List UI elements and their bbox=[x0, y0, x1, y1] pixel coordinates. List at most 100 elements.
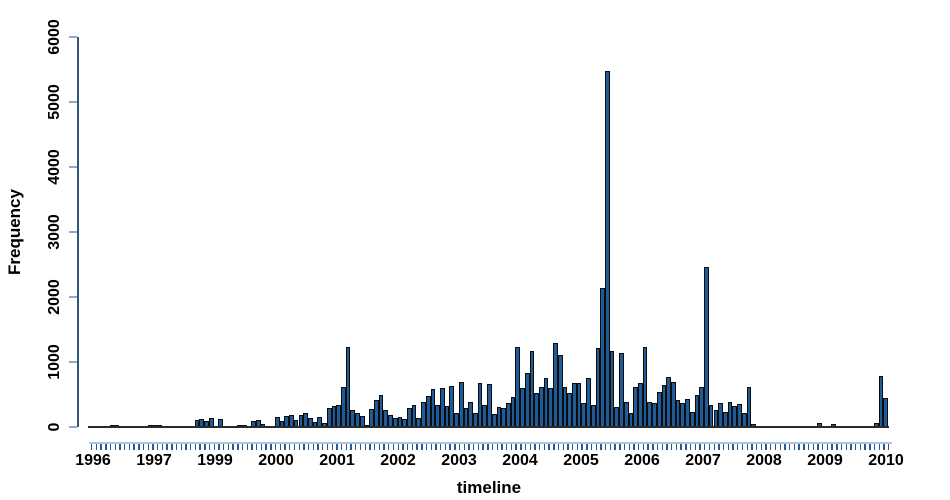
x-minor-tick bbox=[821, 444, 824, 450]
x-minor-tick bbox=[100, 444, 102, 450]
x-tick-label: 2008 bbox=[746, 452, 782, 469]
x-minor-tick bbox=[194, 444, 197, 450]
x-minor-tick bbox=[553, 444, 555, 450]
x-minor-tick bbox=[704, 444, 706, 450]
x-minor-tick bbox=[237, 444, 239, 450]
x-minor-tick bbox=[477, 444, 480, 450]
x-minor-tick bbox=[421, 444, 423, 450]
x-minor-tick bbox=[435, 444, 437, 450]
x-minor-tick bbox=[751, 444, 753, 450]
x-minor-tick bbox=[439, 444, 442, 450]
x-minor-tick bbox=[397, 444, 399, 450]
x-minor-tick bbox=[609, 444, 612, 450]
x-minor-tick bbox=[760, 444, 763, 450]
y-tick bbox=[69, 296, 77, 298]
x-minor-tick bbox=[232, 444, 234, 450]
x-tick-label: 1999 bbox=[197, 452, 233, 469]
x-minor-tick bbox=[218, 444, 220, 450]
plot-baseline bbox=[88, 426, 889, 428]
x-minor-tick bbox=[576, 444, 579, 450]
x-minor-tick bbox=[246, 444, 249, 450]
x-minor-tick bbox=[836, 444, 838, 450]
x-minor-tick bbox=[274, 444, 277, 450]
x-minor-tick bbox=[331, 444, 333, 450]
x-minor-tick bbox=[770, 444, 772, 450]
x-minor-tick bbox=[322, 444, 324, 450]
x-minor-tick bbox=[109, 444, 112, 450]
x-tick-label: 2000 bbox=[258, 452, 294, 469]
x-minor-tick bbox=[454, 444, 456, 450]
y-tick bbox=[69, 231, 77, 233]
x-minor-tick bbox=[661, 444, 664, 450]
x-minor-tick bbox=[256, 444, 258, 450]
x-minor-tick bbox=[647, 444, 649, 450]
x-minor-tick bbox=[850, 444, 852, 450]
x-minor-tick bbox=[826, 444, 829, 450]
x-minor-tick bbox=[373, 444, 376, 450]
x-minor-tick bbox=[845, 444, 847, 450]
y-tick bbox=[69, 166, 77, 168]
x-minor-tick bbox=[124, 444, 126, 450]
x-minor-tick bbox=[529, 444, 531, 450]
x-minor-tick bbox=[510, 444, 513, 450]
x-minor-tick bbox=[642, 444, 645, 450]
x-minor-tick bbox=[741, 444, 744, 450]
x-minor-tick bbox=[864, 444, 866, 450]
x-minor-tick bbox=[572, 444, 574, 450]
x-minor-tick bbox=[270, 444, 272, 450]
x-minor-tick bbox=[307, 444, 310, 450]
x-minor-tick bbox=[114, 444, 116, 450]
x-minor-tick bbox=[793, 444, 796, 450]
x-minor-tick bbox=[128, 444, 131, 450]
x-minor-tick bbox=[628, 444, 630, 450]
x-minor-tick bbox=[680, 444, 682, 450]
histogram-bar bbox=[883, 398, 888, 427]
x-minor-tick bbox=[298, 444, 300, 450]
x-minor-tick bbox=[694, 444, 697, 450]
x-minor-tick bbox=[675, 444, 678, 450]
x-minor-tick bbox=[840, 444, 843, 450]
x-minor-tick bbox=[284, 444, 286, 450]
x-minor-tick bbox=[482, 444, 484, 450]
x-minor-tick bbox=[666, 444, 668, 450]
x-minor-tick bbox=[831, 444, 833, 450]
x-minor-tick bbox=[873, 444, 876, 450]
x-minor-tick bbox=[605, 444, 607, 450]
x-minor-tick bbox=[303, 444, 305, 450]
x-minor-tick bbox=[487, 444, 489, 450]
x-minor-tick bbox=[383, 444, 385, 450]
x-minor-tick bbox=[619, 444, 621, 450]
x-minor-tick bbox=[506, 444, 508, 450]
x-minor-tick bbox=[614, 444, 616, 450]
x-minor-tick bbox=[633, 444, 635, 450]
x-minor-tick bbox=[737, 444, 739, 450]
x-minor-tick bbox=[279, 444, 282, 450]
x-minor-tick bbox=[208, 444, 211, 450]
x-minor-tick bbox=[199, 444, 201, 450]
x-minor-tick bbox=[732, 444, 734, 450]
x-minor-tick bbox=[425, 444, 428, 450]
x-minor-tick bbox=[449, 444, 451, 450]
x-minor-tick bbox=[600, 444, 602, 450]
x-minor-tick bbox=[699, 444, 701, 450]
x-minor-tick bbox=[854, 444, 857, 450]
x-minor-tick bbox=[402, 444, 404, 450]
x-minor-tick bbox=[227, 444, 230, 450]
x-minor-tick bbox=[204, 444, 206, 450]
x-minor-tick bbox=[91, 444, 93, 450]
x-minor-tick bbox=[359, 444, 362, 450]
x-minor-tick bbox=[817, 444, 819, 450]
x-minor-tick bbox=[458, 444, 461, 450]
x-minor-tick bbox=[161, 444, 164, 450]
x-minor-tick bbox=[888, 444, 890, 450]
x-minor-tick bbox=[869, 444, 871, 450]
x-minor-tick bbox=[444, 444, 447, 450]
x-minor-tick bbox=[345, 444, 348, 450]
x-minor-tick bbox=[718, 444, 720, 450]
x-minor-tick bbox=[147, 444, 149, 450]
y-tick bbox=[69, 101, 77, 103]
x-minor-tick bbox=[388, 444, 390, 450]
x-minor-tick bbox=[378, 444, 381, 450]
histogram-bar bbox=[746, 387, 752, 427]
x-tick-label: 2007 bbox=[685, 452, 721, 469]
